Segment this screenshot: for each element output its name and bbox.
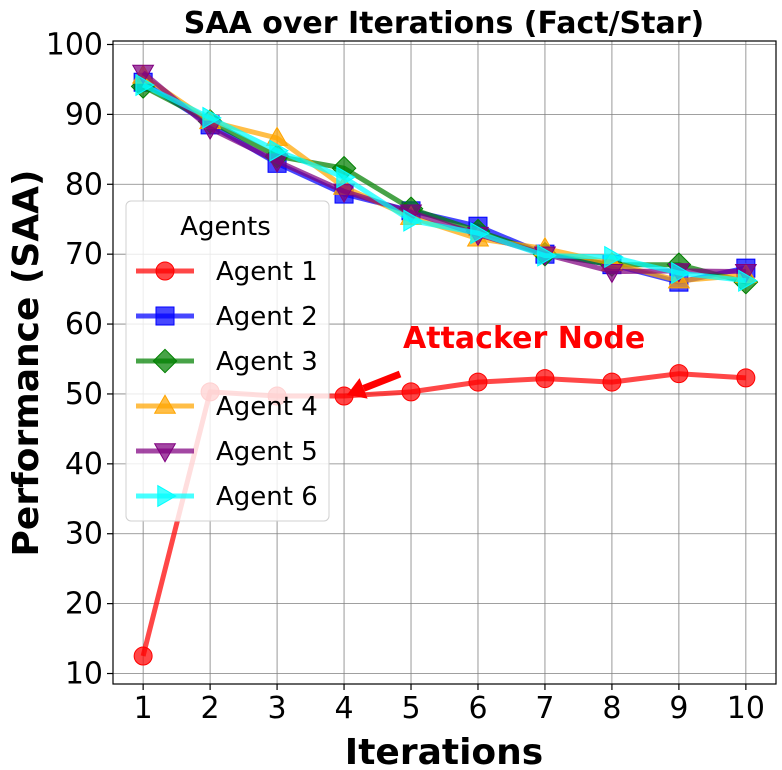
y-tick-label: 100 bbox=[46, 27, 103, 62]
data-point bbox=[671, 261, 691, 285]
data-point bbox=[535, 369, 555, 389]
legend-label: Agent 2 bbox=[216, 302, 318, 332]
data-point bbox=[470, 221, 490, 245]
series-line bbox=[141, 82, 747, 284]
x-tick-label: 7 bbox=[535, 691, 554, 726]
data-point bbox=[669, 364, 689, 384]
legend-marker bbox=[155, 306, 175, 326]
legend-box bbox=[125, 200, 330, 522]
data-point bbox=[403, 209, 423, 232]
annotation-arrow-head bbox=[346, 378, 368, 399]
y-tick-label: 70 bbox=[65, 237, 103, 272]
x-tick-label: 9 bbox=[669, 691, 688, 726]
x-tick-label: 8 bbox=[602, 691, 621, 726]
legend-label: Agent 1 bbox=[216, 257, 318, 287]
data-point bbox=[600, 263, 624, 284]
series-line bbox=[141, 70, 746, 275]
x-tick-label: 1 bbox=[134, 691, 153, 726]
data-point bbox=[602, 372, 622, 392]
legend: Agents Agent 1 Agent 2 Agent 3 Agent 4 Agent … bbox=[125, 200, 330, 522]
y-tick-label: 20 bbox=[65, 587, 103, 622]
y-tick-label: 90 bbox=[65, 97, 103, 132]
y-tick-label: 30 bbox=[65, 517, 103, 552]
legend-marker bbox=[152, 348, 178, 374]
y-tick-label: 80 bbox=[65, 167, 103, 202]
data-point bbox=[133, 646, 153, 666]
annotation-layer: Attacker Node bbox=[346, 321, 645, 399]
annotation-label: Attacker Node bbox=[403, 321, 645, 356]
y-tick-label: 50 bbox=[65, 377, 103, 412]
data-point bbox=[202, 106, 222, 130]
x-tick-label: 5 bbox=[401, 691, 420, 726]
x-tick-label: 2 bbox=[201, 691, 220, 726]
data-point bbox=[135, 73, 155, 97]
legend-item-agent-6: Agent 6 bbox=[136, 482, 318, 512]
legend-marker bbox=[157, 484, 177, 508]
y-tick-label: 40 bbox=[65, 447, 103, 482]
x-tick-label: 3 bbox=[268, 691, 287, 726]
legend-marker bbox=[153, 443, 177, 463]
legend-item-agent-3: Agent 3 bbox=[136, 347, 318, 377]
data-point bbox=[269, 139, 289, 162]
data-point bbox=[336, 166, 356, 189]
legend-label: Agent 3 bbox=[216, 347, 318, 377]
legend-label: Agent 6 bbox=[216, 482, 318, 512]
series-agent-6 bbox=[135, 73, 758, 292]
data-point bbox=[604, 245, 624, 269]
y-axis: 10 20 30 40 50 60 70 80 90 100 bbox=[46, 27, 113, 692]
legend-item-agent-2: Agent 2 bbox=[136, 302, 318, 332]
series-layer bbox=[130, 64, 759, 666]
annotation-arrow-shaft bbox=[362, 370, 402, 392]
legend-title: Agents bbox=[180, 212, 271, 242]
data-point bbox=[736, 368, 756, 388]
data-point bbox=[131, 64, 155, 85]
data-point bbox=[334, 386, 354, 406]
legend-label: Agent 4 bbox=[216, 392, 318, 422]
x-axis-label: Iterations bbox=[345, 732, 543, 770]
legend-marker bbox=[155, 261, 175, 281]
legend-item-agent-5: Agent 5 bbox=[136, 437, 318, 467]
x-tick-label: 6 bbox=[468, 691, 487, 726]
plot-frame bbox=[112, 40, 777, 685]
legend-marker bbox=[153, 394, 177, 414]
data-point bbox=[738, 269, 758, 292]
legend-item-agent-4: Agent 4 bbox=[136, 392, 318, 422]
legend-item-agent-1: Agent 1 bbox=[136, 257, 318, 287]
x-tick-label: 10 bbox=[727, 691, 765, 726]
data-point bbox=[537, 244, 557, 267]
legend-label: Agent 5 bbox=[216, 437, 318, 467]
data-point bbox=[401, 382, 421, 402]
grid bbox=[113, 41, 776, 684]
x-tick-label: 4 bbox=[334, 691, 353, 726]
data-point bbox=[468, 372, 488, 392]
y-axis-label: Performance (SAA) bbox=[6, 170, 47, 557]
y-tick-label: 60 bbox=[65, 307, 103, 342]
chart-title: SAA over Iterations (Fact/Star) bbox=[184, 6, 705, 41]
y-tick-label: 10 bbox=[65, 657, 103, 692]
x-axis: 1 2 3 4 5 6 7 8 9 10 bbox=[134, 684, 765, 726]
